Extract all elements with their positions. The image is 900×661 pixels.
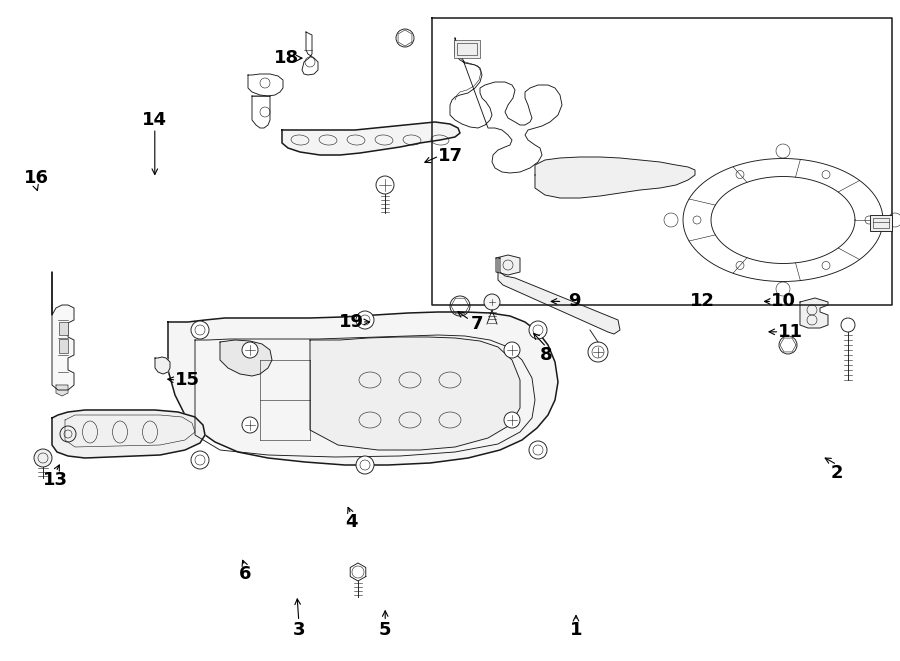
Text: 7: 7 bbox=[471, 315, 483, 333]
Circle shape bbox=[376, 176, 394, 194]
Polygon shape bbox=[155, 357, 170, 374]
Circle shape bbox=[242, 342, 258, 358]
Polygon shape bbox=[282, 122, 460, 155]
Circle shape bbox=[529, 321, 547, 339]
Polygon shape bbox=[56, 385, 68, 396]
Circle shape bbox=[191, 321, 209, 339]
Text: 3: 3 bbox=[292, 621, 305, 639]
Text: 17: 17 bbox=[437, 147, 463, 165]
Text: 4: 4 bbox=[345, 513, 357, 531]
Bar bbox=[454, 40, 480, 58]
Polygon shape bbox=[52, 272, 74, 390]
Circle shape bbox=[779, 336, 797, 354]
Circle shape bbox=[504, 412, 520, 428]
Polygon shape bbox=[220, 340, 272, 376]
Text: 5: 5 bbox=[379, 621, 392, 639]
Text: 6: 6 bbox=[238, 564, 251, 583]
Circle shape bbox=[529, 441, 547, 459]
Circle shape bbox=[191, 451, 209, 469]
Text: 8: 8 bbox=[540, 346, 553, 364]
Text: 15: 15 bbox=[175, 371, 200, 389]
Polygon shape bbox=[535, 157, 695, 198]
Circle shape bbox=[34, 449, 52, 467]
Circle shape bbox=[356, 456, 374, 474]
Bar bbox=[873, 218, 889, 228]
Text: 11: 11 bbox=[778, 323, 803, 341]
Polygon shape bbox=[496, 255, 520, 275]
Text: 2: 2 bbox=[831, 463, 843, 482]
Bar bbox=[59, 322, 68, 335]
Polygon shape bbox=[800, 298, 828, 328]
Circle shape bbox=[504, 342, 520, 358]
Text: 12: 12 bbox=[689, 292, 715, 311]
Circle shape bbox=[356, 311, 374, 329]
Text: 10: 10 bbox=[770, 292, 796, 311]
Polygon shape bbox=[310, 337, 520, 450]
Text: 13: 13 bbox=[43, 471, 68, 489]
Circle shape bbox=[484, 294, 500, 310]
Circle shape bbox=[841, 318, 855, 332]
Text: 16: 16 bbox=[23, 169, 49, 188]
Text: 19: 19 bbox=[338, 313, 364, 331]
Polygon shape bbox=[52, 410, 205, 458]
Text: 1: 1 bbox=[570, 621, 582, 639]
Polygon shape bbox=[498, 258, 620, 334]
Bar bbox=[457, 43, 477, 55]
Bar bbox=[59, 339, 68, 353]
Circle shape bbox=[242, 417, 258, 433]
Circle shape bbox=[588, 342, 608, 362]
Text: 14: 14 bbox=[142, 111, 167, 130]
Polygon shape bbox=[168, 312, 558, 465]
Text: 18: 18 bbox=[274, 49, 299, 67]
Bar bbox=[870, 215, 892, 231]
Text: 9: 9 bbox=[568, 292, 580, 311]
Polygon shape bbox=[350, 563, 365, 581]
